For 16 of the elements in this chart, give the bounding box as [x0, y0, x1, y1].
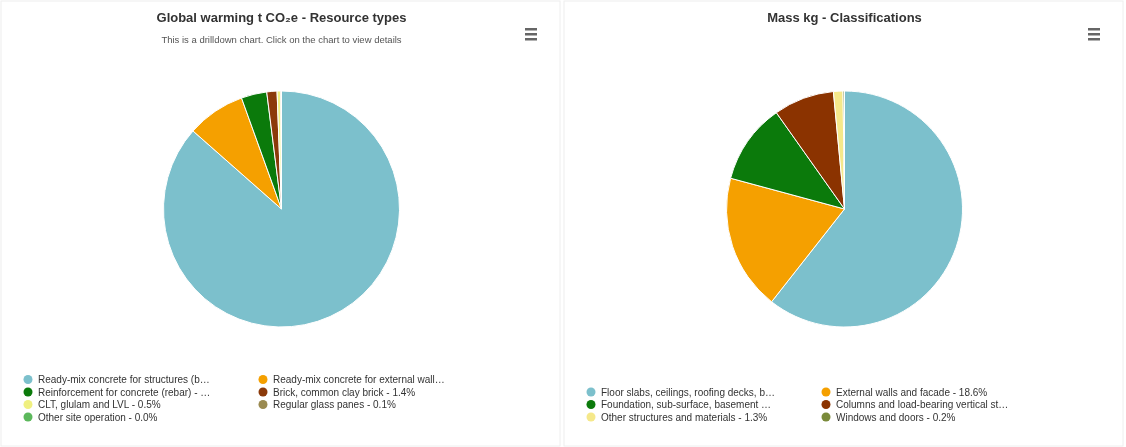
legend-label: Foundation, sub-surface, basement …: [601, 399, 772, 410]
legend-label: Windows and doors - 0.2%: [836, 411, 956, 423]
legend-label: Regular glass panes - 0.1%: [273, 399, 396, 410]
legend-label: Floor slabs, ceilings, roofing decks, b…: [601, 386, 775, 398]
legend-label: External walls and facade - 18.6%: [836, 386, 988, 398]
legend-label: Other structures and materials - 1.3%: [601, 411, 768, 423]
legend-label: Brick, common clay brick - 1.4%: [273, 386, 416, 398]
legend-label: CLT, glulam and LVL - 0.5%: [38, 399, 161, 410]
chart-title: Mass kg - Classifications: [767, 10, 922, 25]
legend-label: Reinforcement for concrete (rebar) - …: [38, 386, 211, 398]
legend-label: Columns and load-bearing vertical st…: [836, 399, 1009, 410]
legend-label: Other site operation - 0.0%: [38, 411, 158, 423]
legend-label: Ready-mix concrete for external wall…: [273, 374, 445, 385]
legend-label: Ready-mix concrete for structures (b…: [38, 374, 210, 385]
chart-title: Global warming t CO₂e - Resource types: [156, 10, 407, 25]
chart-subtitle: This is a drilldown chart. Click on the chart to view details: [161, 34, 402, 45]
